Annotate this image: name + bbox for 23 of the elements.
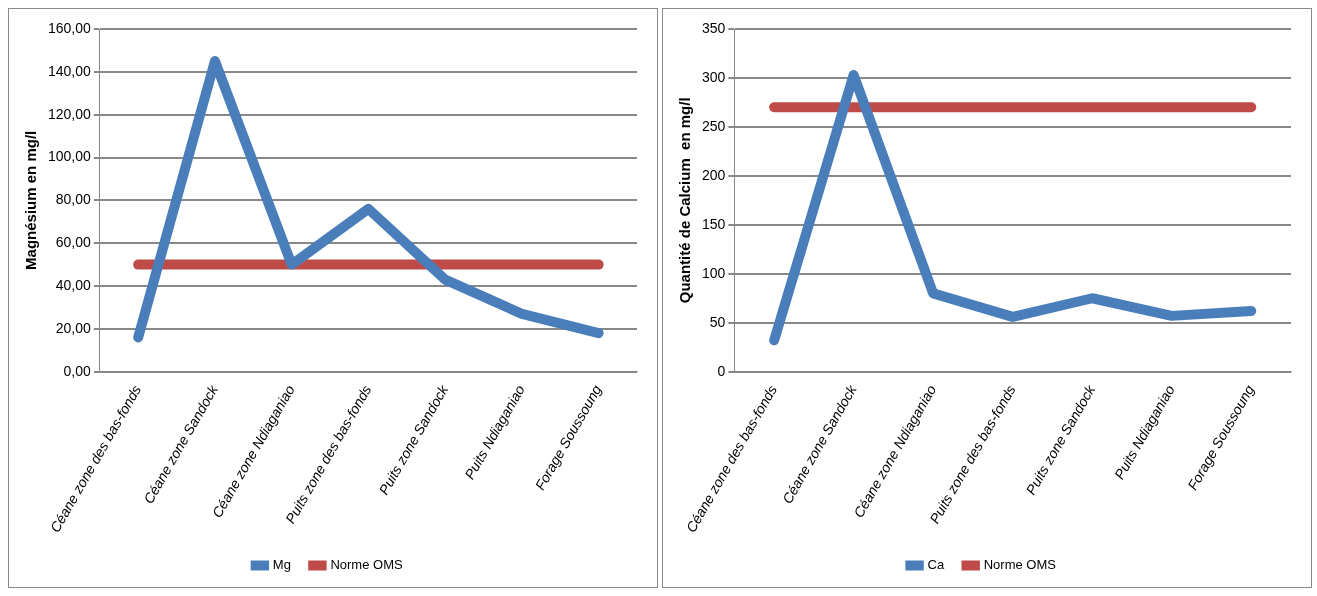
legend-label: Mg xyxy=(272,557,291,573)
y-tick-label: 20,00 xyxy=(55,319,92,336)
y-tick-label: 80,00 xyxy=(55,191,92,208)
y-tick-label: 120,00 xyxy=(47,105,92,122)
y-tick-label: 160,00 xyxy=(47,19,92,36)
y-tick-label: 140,00 xyxy=(47,62,92,79)
legend-label: Ca xyxy=(927,557,945,573)
y-tick-label: 60,00 xyxy=(55,234,92,251)
y-tick-label: 100 xyxy=(702,264,726,281)
y-tick-label: 100,00 xyxy=(47,148,92,165)
y-tick-label: 200 xyxy=(702,166,726,183)
legend-label: Norme OMS xyxy=(983,557,1057,573)
y-tick-label: 0,00 xyxy=(63,362,92,379)
y-tick-label: 300 xyxy=(702,68,726,85)
legend-label: Norme OMS xyxy=(330,557,403,573)
y-tick-label: 40,00 xyxy=(55,276,92,293)
y-axis-title: Magnésium en mg/l xyxy=(22,130,40,270)
y-tick-label: 350 xyxy=(702,19,726,36)
y-tick-label: 150 xyxy=(702,215,726,232)
y-tick-label: 0 xyxy=(717,362,726,379)
y-tick-label: 250 xyxy=(702,117,726,134)
y-tick-label: 50 xyxy=(709,313,726,330)
y-axis-title: Quantité de Calcium en mg/l xyxy=(676,97,694,304)
